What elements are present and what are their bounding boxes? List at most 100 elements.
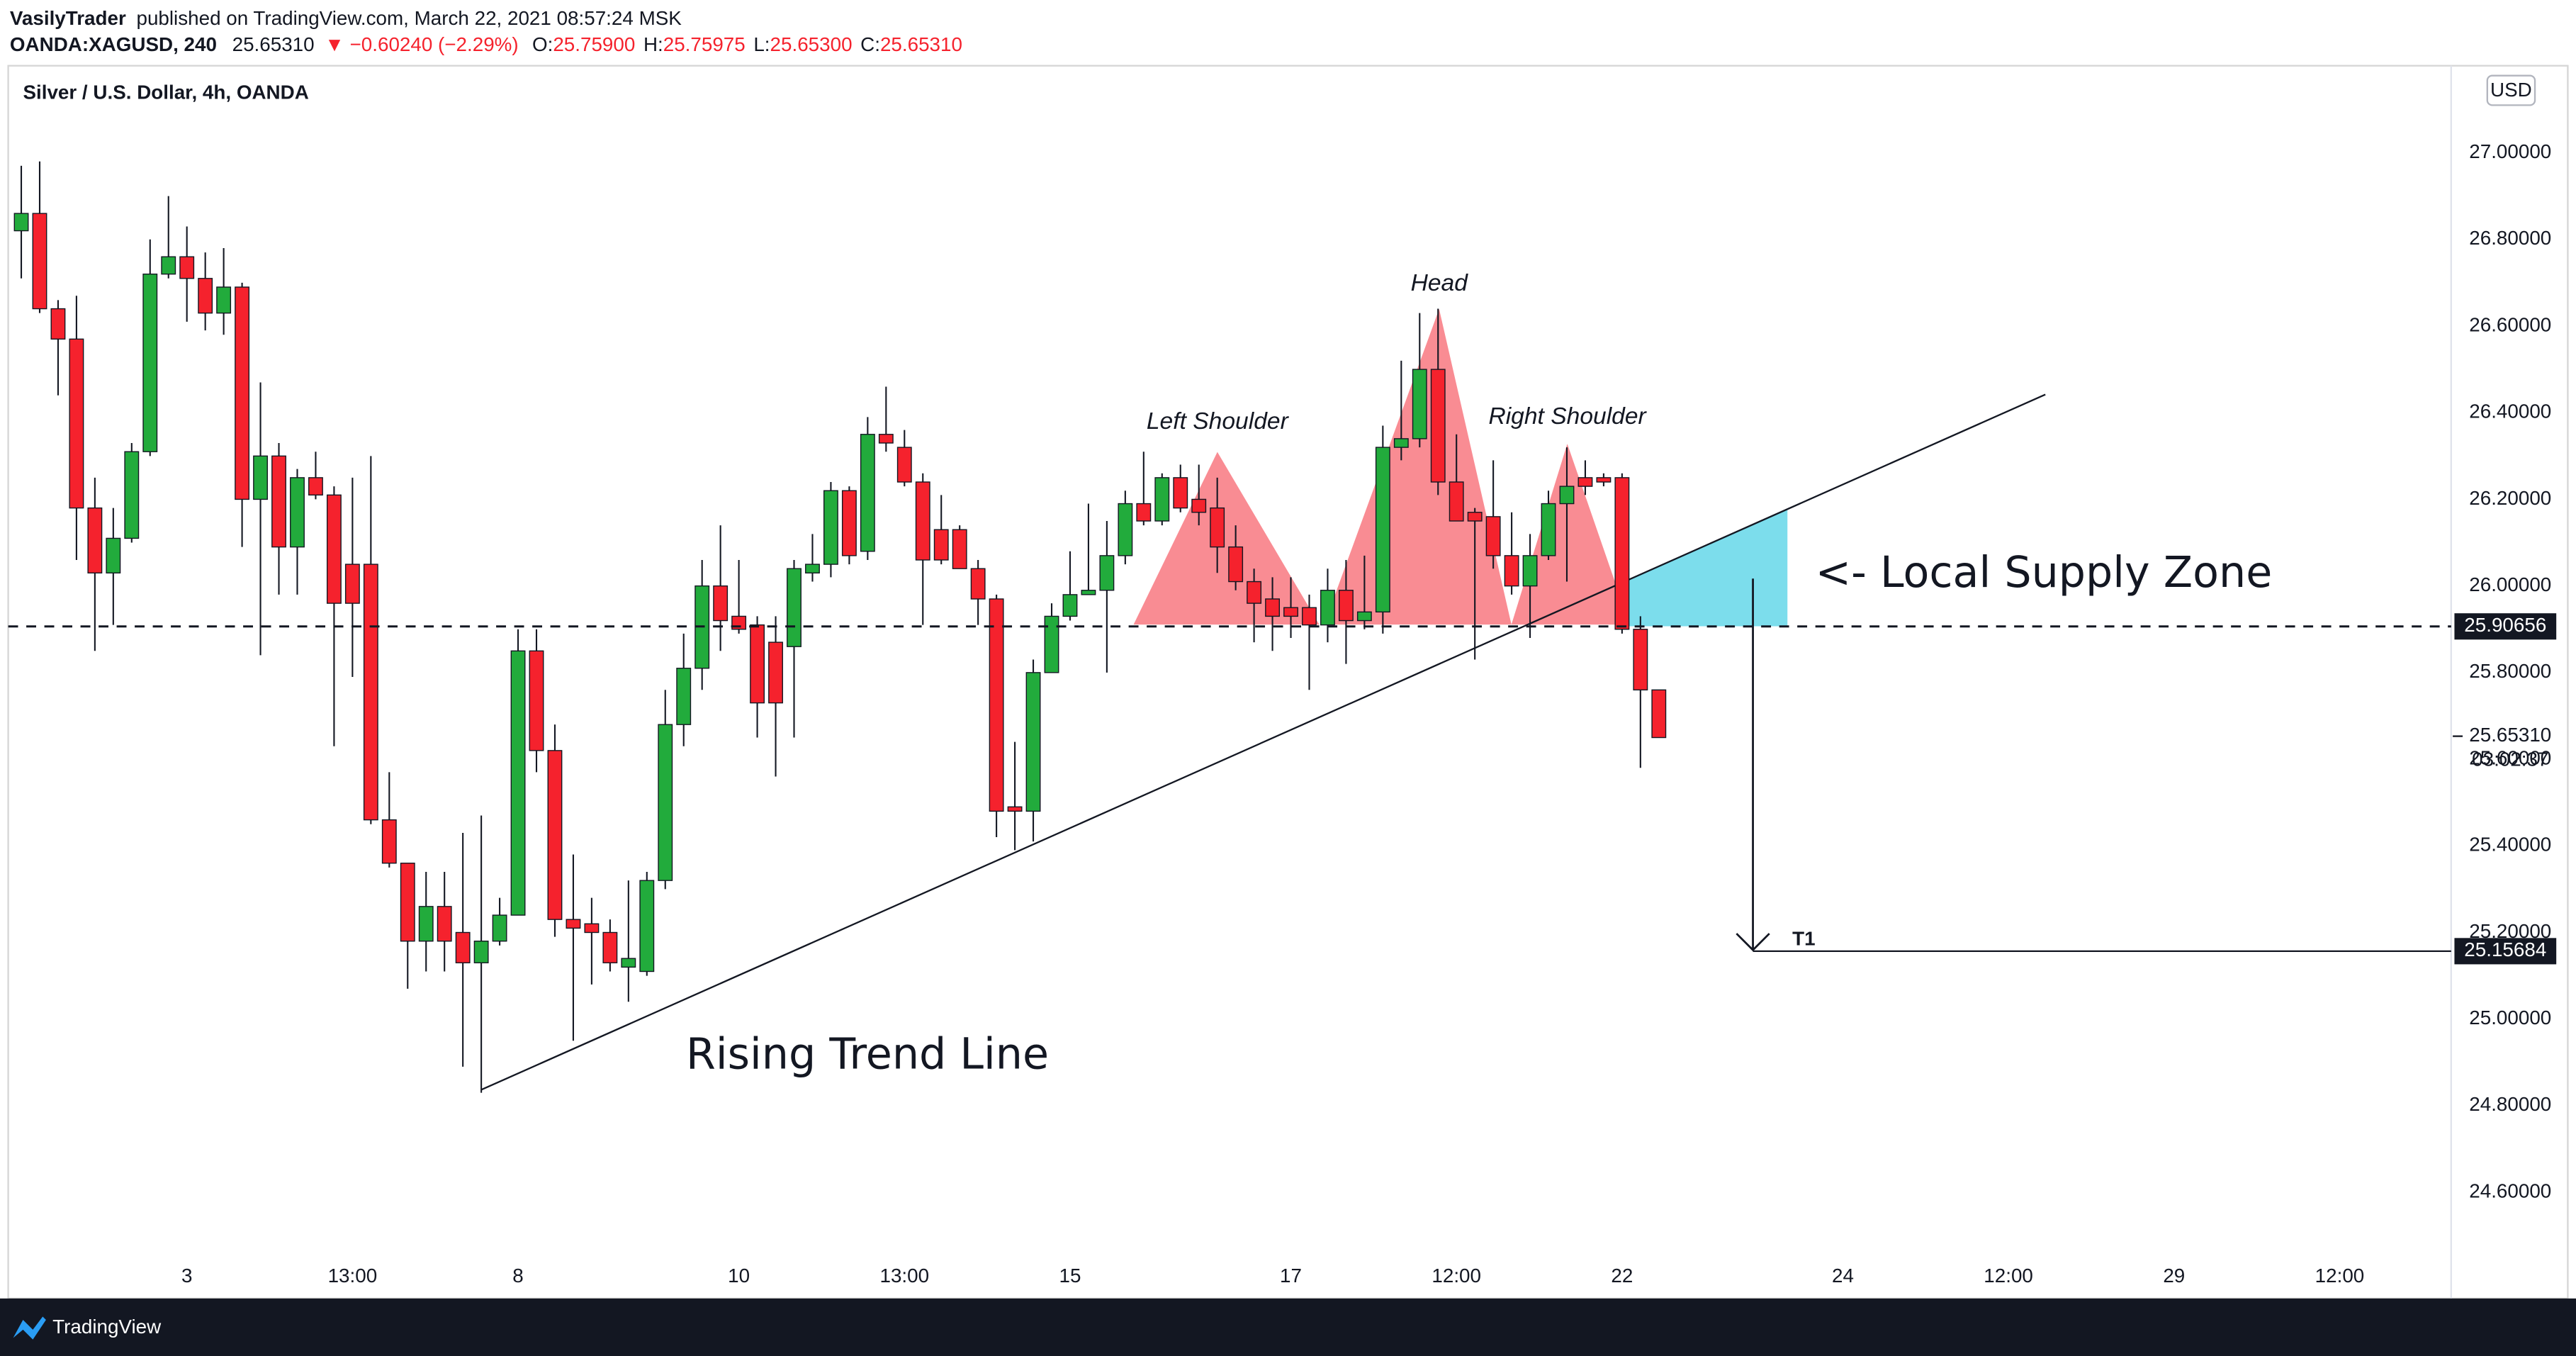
candle-body bbox=[1007, 806, 1023, 812]
price-label: 25.90656 bbox=[2464, 614, 2546, 636]
candle-body bbox=[547, 750, 563, 920]
candle-body bbox=[142, 273, 158, 452]
candle-body bbox=[32, 213, 47, 310]
published: published on TradingView.com, March 22, … bbox=[136, 7, 682, 29]
x-tick-label: 8 bbox=[512, 1265, 523, 1287]
x-tick-label: 29 bbox=[2163, 1265, 2185, 1287]
annotation: Right Shoulder bbox=[1488, 403, 1647, 430]
candle-body bbox=[106, 537, 121, 574]
arrow-head bbox=[1736, 933, 1770, 952]
candle-body bbox=[952, 529, 967, 569]
x-tick-label: 12:00 bbox=[1432, 1265, 1481, 1287]
candle-body bbox=[1099, 555, 1115, 591]
y-tick-label: 25.80000 bbox=[2469, 660, 2551, 682]
y-tick-label: 26.60000 bbox=[2469, 313, 2551, 335]
candle-body bbox=[124, 451, 140, 539]
candle-body bbox=[750, 624, 765, 704]
candle-body bbox=[1025, 672, 1041, 812]
candle-body bbox=[271, 455, 286, 548]
candle-body bbox=[1356, 611, 1372, 622]
x-tick-label: 12:00 bbox=[2315, 1265, 2365, 1287]
candle-body bbox=[1504, 555, 1519, 587]
symbol-line: OANDA:XAGUSD, 240 25.65310 ▼ −0.60240 (−… bbox=[10, 33, 962, 55]
candle-body bbox=[1338, 590, 1354, 622]
candle-body bbox=[933, 529, 949, 561]
candle-body bbox=[602, 931, 618, 963]
candle-body bbox=[1044, 615, 1059, 673]
candle-body bbox=[1541, 503, 1556, 556]
annotation: Head bbox=[1411, 270, 1469, 296]
candle-body bbox=[896, 447, 912, 483]
candles bbox=[13, 161, 1667, 1093]
x-tick-label: 17 bbox=[1280, 1265, 1302, 1287]
candle-body bbox=[1375, 447, 1390, 613]
chart-frame bbox=[7, 65, 2569, 1300]
right-shoulder-triangle bbox=[1511, 444, 1630, 625]
candle-body bbox=[676, 668, 692, 725]
candle-body bbox=[713, 585, 729, 622]
author: VasilyTrader bbox=[10, 7, 126, 29]
x-tick-label: 12:00 bbox=[1984, 1265, 2033, 1287]
candle-body bbox=[1210, 507, 1225, 548]
x-tick-label: 15 bbox=[1059, 1265, 1081, 1287]
candle-body bbox=[787, 568, 802, 647]
candle-body bbox=[1393, 438, 1409, 448]
x-tick-label: 13:00 bbox=[328, 1265, 378, 1287]
price-label-box bbox=[2454, 613, 2557, 640]
symbol: OANDA:XAGUSD, 240 bbox=[10, 33, 217, 55]
candle-body bbox=[915, 481, 930, 561]
x-tick-label: 24 bbox=[1832, 1265, 1854, 1287]
candle-body bbox=[87, 507, 103, 574]
ohlc-value: 25.75900 bbox=[553, 33, 635, 55]
price-label: 25.15684 bbox=[2464, 938, 2546, 960]
candle-body bbox=[805, 564, 820, 574]
candle-body bbox=[1320, 590, 1335, 626]
ohlc-key: O: bbox=[532, 33, 553, 55]
ohlc-value: 25.65300 bbox=[770, 33, 853, 55]
candle-body bbox=[455, 931, 471, 963]
candle-body bbox=[878, 434, 894, 444]
x-tick-label: 22 bbox=[1611, 1265, 1633, 1287]
candle-body bbox=[1302, 607, 1317, 626]
currency: USD bbox=[2490, 79, 2532, 101]
candle-body bbox=[841, 490, 857, 556]
ohlc-key: C: bbox=[860, 33, 880, 55]
annotation: T1 bbox=[1792, 928, 1815, 950]
footer-bar bbox=[0, 1298, 2576, 1356]
publish-line: VasilyTrader published on TradingView.co… bbox=[10, 7, 682, 29]
y-tick-label: 27.00000 bbox=[2469, 140, 2551, 162]
annotation: <- Local Supply Zone bbox=[1816, 548, 2273, 598]
price: 25.65310 bbox=[232, 33, 315, 55]
annotation: Rising Trend Line bbox=[686, 1030, 1049, 1080]
candle-body bbox=[1265, 598, 1281, 617]
candle-body bbox=[13, 213, 29, 232]
change: ▼ −0.60240 (−2.29%) bbox=[325, 33, 518, 55]
candle-body bbox=[1633, 629, 1648, 690]
candle-body bbox=[510, 650, 526, 916]
candle-body bbox=[1559, 486, 1575, 505]
candle-body bbox=[50, 308, 66, 340]
y-tick-label: 24.60000 bbox=[2469, 1180, 2551, 1201]
head-triangle bbox=[1324, 308, 1512, 625]
candle-body bbox=[1596, 477, 1612, 483]
candle-body bbox=[253, 455, 268, 500]
y-tick-label: 26.20000 bbox=[2469, 487, 2551, 509]
candle-body bbox=[989, 598, 1004, 812]
candle-body bbox=[418, 906, 434, 942]
candle-body bbox=[1577, 477, 1593, 487]
candle-body bbox=[1191, 498, 1207, 513]
candle-body bbox=[1430, 369, 1446, 483]
x-tick-label: 3 bbox=[181, 1265, 192, 1287]
y-tick-label: 26.00000 bbox=[2469, 573, 2551, 595]
y-tick-label: 26.80000 bbox=[2469, 227, 2551, 249]
y-tick-label: 26.40000 bbox=[2469, 400, 2551, 422]
y-tick-label: 25.60000 bbox=[2469, 746, 2551, 768]
price-label-box bbox=[2454, 938, 2557, 965]
candle-body bbox=[584, 923, 600, 934]
candle-body bbox=[1651, 689, 1667, 739]
candle-body bbox=[1467, 512, 1483, 522]
candle-body bbox=[344, 564, 360, 604]
candle-body bbox=[1412, 369, 1427, 439]
ohlc-value: 25.65310 bbox=[880, 33, 962, 55]
candle-body bbox=[1062, 594, 1078, 617]
